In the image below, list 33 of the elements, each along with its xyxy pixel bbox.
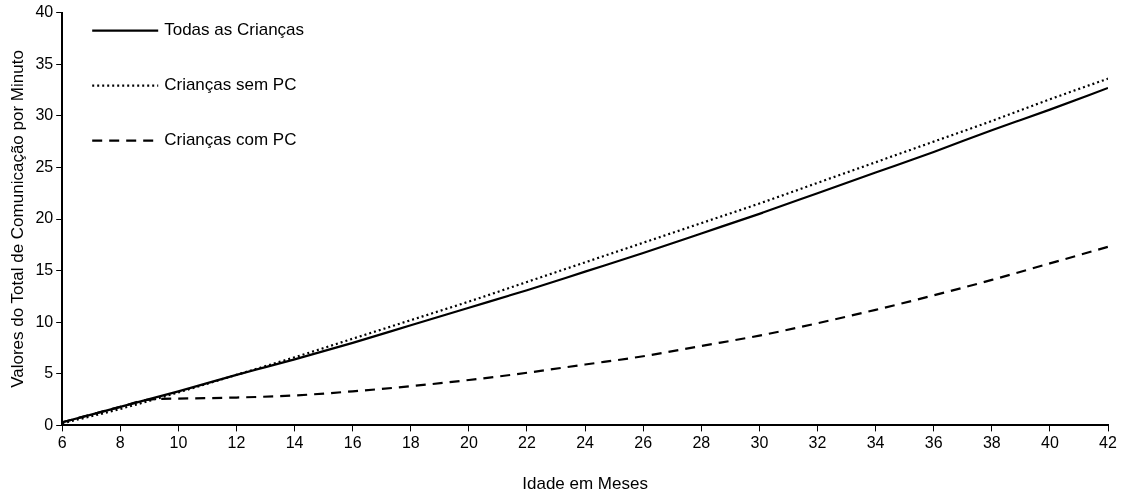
x-tick-label: 30 xyxy=(750,434,769,452)
y-tick-label: 10 xyxy=(35,312,54,330)
x-tick-label: 24 xyxy=(576,434,595,452)
y-tick-label: 0 xyxy=(44,415,54,433)
x-tick-label: 38 xyxy=(982,434,1001,452)
x-tick-label: 28 xyxy=(692,434,711,452)
x-tick-label: 8 xyxy=(115,434,125,452)
x-tick-label: 42 xyxy=(1099,434,1117,452)
y-tick-label: 35 xyxy=(35,54,54,72)
x-tick-label: 14 xyxy=(285,434,304,452)
x-tick-label: 32 xyxy=(808,434,827,452)
legend-label: Todas as Crianças xyxy=(164,20,305,40)
x-tick-label: 10 xyxy=(169,434,188,452)
x-tick-label: 12 xyxy=(227,434,246,452)
x-tick-label: 22 xyxy=(518,434,536,452)
y-tick-label: 40 xyxy=(35,3,54,21)
y-tick-label: 5 xyxy=(44,364,54,382)
x-axis-title: Idade em Meses xyxy=(522,474,648,494)
legend-label: Crianças com PC xyxy=(164,130,297,150)
y-axis-title: Valores do Total de Comunicação por Minuto xyxy=(7,50,27,388)
x-tick-label: 18 xyxy=(401,434,420,452)
y-tick-label: 30 xyxy=(35,106,54,124)
legend-label: Crianças sem PC xyxy=(164,75,297,95)
x-tick-label: 16 xyxy=(343,434,362,452)
y-tick-label: 15 xyxy=(35,261,54,279)
y-tick-label: 25 xyxy=(35,157,54,175)
x-tick-label: 40 xyxy=(1041,434,1059,452)
x-tick-label: 36 xyxy=(924,434,943,452)
x-tick-label: 6 xyxy=(57,434,67,452)
x-tick-label: 34 xyxy=(866,434,885,452)
x-tick-label: 20 xyxy=(460,434,478,452)
y-tick-label: 20 xyxy=(35,209,54,227)
x-tick-label: 26 xyxy=(634,434,653,452)
